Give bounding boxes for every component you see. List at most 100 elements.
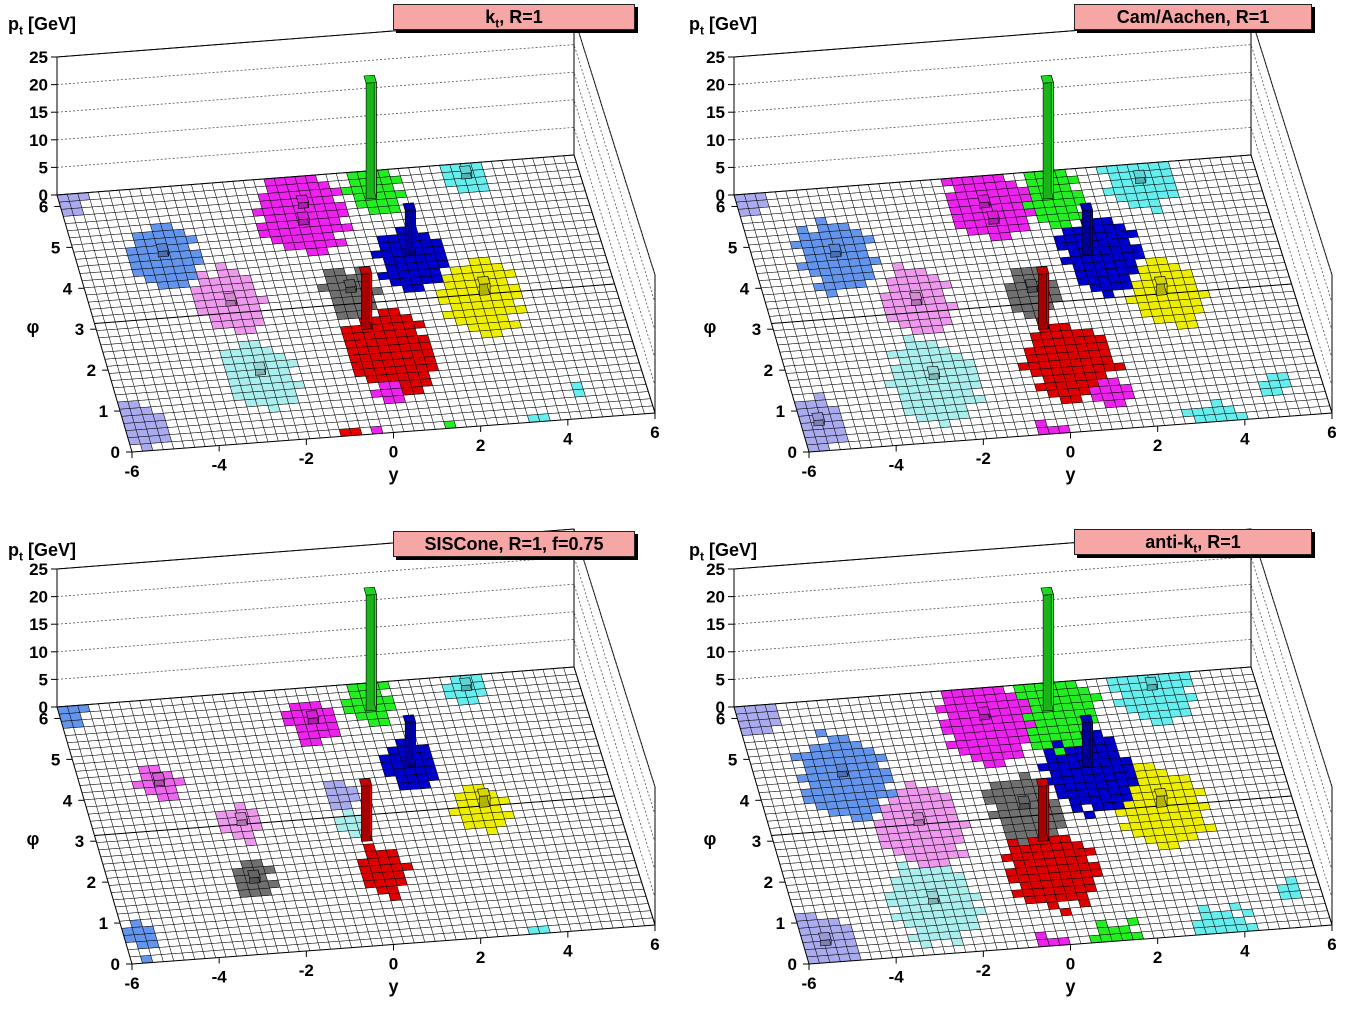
tower-top bbox=[977, 194, 991, 204]
phi-tick-label: 2 bbox=[764, 361, 773, 380]
tower-top bbox=[1035, 266, 1050, 275]
tower-bar bbox=[909, 291, 923, 306]
floor-grid bbox=[733, 154, 1333, 453]
y-tick-label: 6 bbox=[1327, 423, 1336, 442]
panel-siscone: 0 5 10 15 20 25 0 1 2 3 4 5 6 -6 -4 -2 0 2 4 6 y φ pt [GeV] S… bbox=[0, 512, 676, 1023]
floor-grid bbox=[56, 154, 656, 453]
tower-bar bbox=[1154, 276, 1168, 296]
phi-tick-label: 0 bbox=[788, 443, 797, 462]
tower-top bbox=[363, 74, 377, 84]
tower-bar bbox=[811, 412, 825, 427]
z-tick-label: 5 bbox=[39, 158, 48, 177]
phi-tick-label: 3 bbox=[752, 320, 761, 339]
phi-tick-label: 5 bbox=[728, 238, 737, 257]
tower-bar bbox=[458, 165, 473, 180]
z-tick-label: 25 bbox=[29, 48, 48, 67]
tower-top bbox=[926, 365, 940, 375]
tower-top bbox=[811, 412, 825, 421]
phi-tick-label: 2 bbox=[87, 361, 96, 380]
phi-tick-label: 0 bbox=[111, 443, 120, 462]
tower-top bbox=[252, 361, 267, 371]
y-tick-label: -2 bbox=[299, 449, 314, 468]
tower-bar bbox=[1132, 169, 1147, 184]
tower-top bbox=[223, 292, 237, 302]
tower-bar bbox=[1040, 74, 1054, 200]
z-gridline bbox=[56, 583, 656, 843]
z-tick-label: 5 bbox=[716, 158, 725, 177]
z-gridline bbox=[733, 71, 1333, 331]
tower-top bbox=[402, 202, 416, 212]
phi-tick-label: 3 bbox=[75, 320, 84, 339]
tower-bar bbox=[363, 74, 377, 200]
phi-tick-label: 4 bbox=[63, 279, 73, 298]
panel-kt: 0 5 10 15 20 25 0 1 2 3 4 5 6 -6 -4 -2 0 2 4 6 y φ pt [GeV] k… bbox=[0, 0, 676, 511]
tower-bar bbox=[926, 365, 940, 381]
x-axis-label: y bbox=[1065, 465, 1075, 485]
phi-tick-label: 6 bbox=[716, 197, 725, 216]
tower-bar bbox=[477, 276, 491, 296]
tower-top bbox=[986, 210, 1000, 220]
z-gridline bbox=[56, 611, 656, 870]
tower-top bbox=[295, 194, 309, 204]
y-tick-label: -4 bbox=[212, 456, 228, 475]
z-tick-label: 20 bbox=[29, 76, 48, 95]
y-tick-label: 0 bbox=[389, 443, 398, 462]
tower-bar bbox=[223, 292, 237, 307]
z-gridline bbox=[56, 556, 656, 815]
tower-side bbox=[1090, 202, 1093, 255]
z-gridline bbox=[56, 71, 656, 331]
tower-bar bbox=[252, 361, 267, 376]
phi-tick-label: 1 bbox=[776, 402, 785, 421]
z-gridline bbox=[56, 126, 656, 386]
tower-side bbox=[373, 75, 377, 199]
y-tick-label: -2 bbox=[976, 449, 991, 468]
z-gridline bbox=[733, 44, 1333, 303]
y-tick-label: 2 bbox=[1153, 436, 1162, 455]
tower-bar bbox=[1079, 202, 1093, 256]
tower-top bbox=[1079, 202, 1093, 212]
tower-bar bbox=[296, 211, 310, 226]
z-gridline bbox=[733, 99, 1333, 358]
y-tick-label: 6 bbox=[650, 423, 659, 442]
z-tick-label: 15 bbox=[29, 103, 48, 122]
z-tick-label: 10 bbox=[706, 131, 725, 150]
phi-midline bbox=[771, 283, 1292, 324]
tower-top bbox=[477, 276, 491, 285]
tower-top bbox=[296, 211, 310, 221]
y-axis-label: φ bbox=[704, 317, 717, 337]
z-tick-label: 15 bbox=[706, 103, 725, 122]
x-axis-label: y bbox=[388, 465, 398, 485]
tower-top bbox=[1154, 276, 1168, 285]
z-gridline bbox=[733, 126, 1333, 386]
panel-cam-aachen: 0 5 10 15 20 25 0 1 2 3 4 5 6 -6 -4 -2 0 2 4 6 y φ pt [GeV] C… bbox=[677, 0, 1353, 511]
tower-side bbox=[413, 202, 416, 255]
phi-midline bbox=[94, 283, 615, 324]
tower-bar bbox=[1024, 278, 1038, 293]
z-tick-label: 25 bbox=[706, 48, 725, 67]
tower-top bbox=[343, 279, 357, 288]
phi-tick-label: 1 bbox=[99, 402, 108, 421]
plot-title: Cam/Aachen, R=1 bbox=[1074, 4, 1312, 30]
phi-tick-label: 4 bbox=[740, 279, 750, 298]
tower-bar bbox=[828, 243, 842, 258]
z-axis-label: pt [GeV] bbox=[689, 14, 758, 38]
z-gridline bbox=[56, 638, 656, 898]
tower-bar bbox=[402, 202, 416, 256]
tower-bar bbox=[155, 243, 169, 258]
y-tick-label: -4 bbox=[889, 456, 905, 475]
tower-side bbox=[1046, 266, 1050, 329]
tower-bar bbox=[343, 279, 357, 294]
floor-grid bbox=[56, 666, 656, 965]
y-tick-label: -6 bbox=[124, 462, 139, 481]
y-tick-label: -6 bbox=[801, 462, 816, 481]
phi-tick-label: 6 bbox=[39, 197, 48, 216]
z-axis-label: pt [GeV] bbox=[8, 14, 77, 38]
tower-top bbox=[828, 243, 842, 253]
tower-top bbox=[155, 243, 169, 252]
tower-bar bbox=[986, 210, 1000, 225]
y-axis-label: φ bbox=[27, 317, 40, 337]
tower-top bbox=[458, 165, 473, 174]
